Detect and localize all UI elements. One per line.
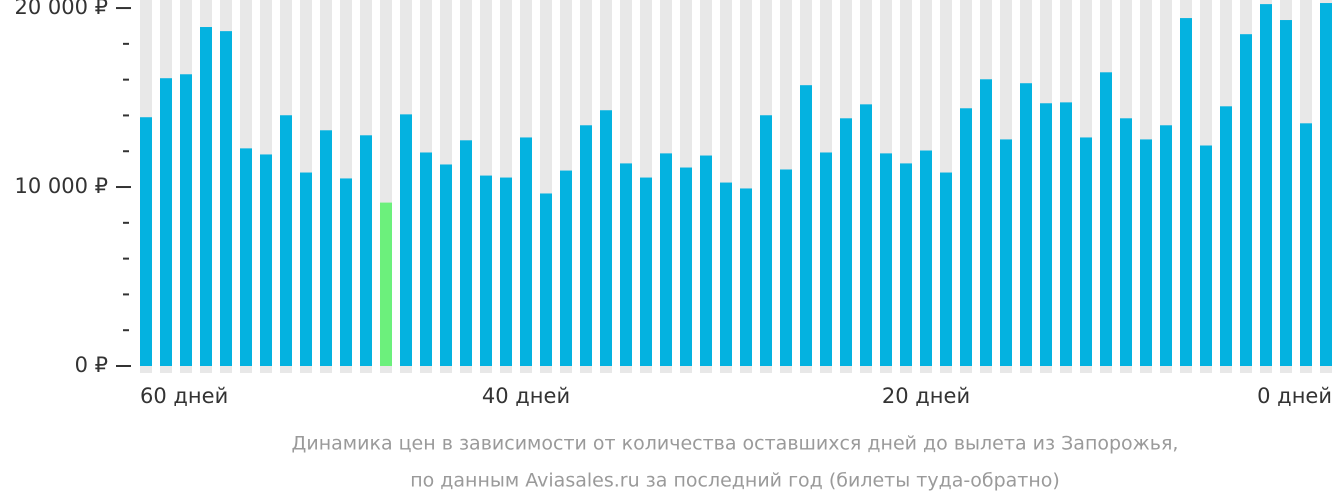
bar [280, 115, 292, 366]
x-tick-label: 40 дней [482, 384, 570, 408]
bar [1160, 125, 1172, 366]
bar [260, 154, 272, 366]
bar [740, 188, 752, 366]
bar [1080, 137, 1092, 366]
bar [920, 150, 932, 366]
bar [1020, 83, 1032, 366]
bar [1100, 72, 1112, 366]
bar [380, 202, 392, 366]
y-tick-label: 0 ₽ [75, 353, 108, 377]
bar [660, 153, 672, 366]
x-tick-label: 20 дней [882, 384, 970, 408]
bar [440, 164, 452, 366]
bar [720, 182, 732, 366]
bar [840, 118, 852, 366]
bar [340, 178, 352, 366]
bar [780, 169, 792, 366]
bar [1000, 139, 1012, 366]
bar [1200, 145, 1212, 366]
bar [480, 175, 492, 366]
y-tick-label: 10 000 ₽ [14, 174, 108, 198]
bar [940, 172, 952, 366]
bar [820, 152, 832, 366]
bar [1300, 123, 1312, 366]
bar [540, 193, 552, 366]
bar [860, 104, 872, 367]
bar [240, 148, 252, 366]
bar [500, 177, 512, 366]
bar [420, 152, 432, 366]
bar [640, 177, 652, 366]
bar [1120, 118, 1132, 366]
bar [360, 135, 372, 366]
bar [1320, 3, 1332, 367]
bar [760, 115, 772, 366]
bar [1040, 103, 1052, 366]
bar [520, 137, 532, 366]
bar [900, 163, 912, 366]
y-tick-label: 20 000 ₽ [14, 0, 108, 19]
bar [320, 130, 332, 366]
bar [680, 167, 692, 366]
bar [1060, 102, 1072, 366]
bar [460, 140, 472, 366]
bar [400, 114, 412, 366]
bar [560, 170, 572, 366]
bar [580, 125, 592, 366]
caption: по данным Aviasales.ru за последний год … [410, 470, 1060, 492]
bar [880, 153, 892, 366]
bar [1280, 20, 1292, 367]
bar [220, 31, 232, 366]
bar [200, 27, 212, 367]
bar [160, 78, 172, 367]
bar [800, 85, 812, 367]
bar [300, 172, 312, 366]
bar [620, 163, 632, 366]
bar [1140, 139, 1152, 366]
bar [1220, 106, 1232, 366]
bar [700, 155, 712, 366]
bar [960, 108, 972, 366]
bar [140, 117, 152, 366]
bar [1240, 34, 1252, 366]
bar [1180, 18, 1192, 366]
bar [1260, 4, 1272, 366]
bar [600, 110, 612, 366]
x-tick-label: 60 дней [140, 384, 228, 408]
x-tick-label: 0 дней [1257, 384, 1332, 408]
bar [180, 74, 192, 367]
bar [980, 79, 992, 366]
caption: Динамика цен в зависимости от количества… [292, 433, 1179, 455]
